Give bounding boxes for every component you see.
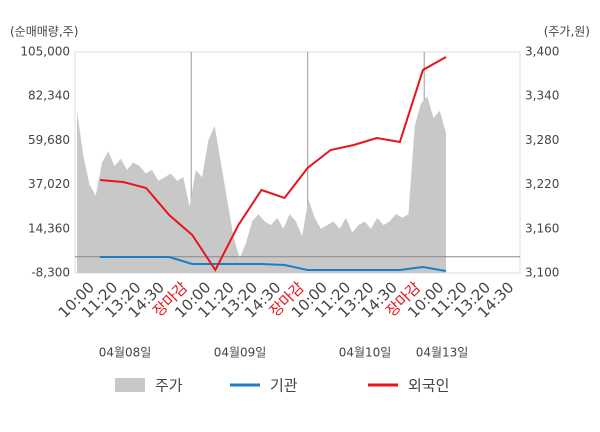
y-tick-label: 82,340 bbox=[28, 89, 70, 103]
y2-tick-label: 3,340 bbox=[525, 89, 559, 103]
y2-tick-label: 3,280 bbox=[525, 133, 559, 147]
legend-swatch bbox=[115, 378, 145, 392]
date-label: 04월09일 bbox=[214, 346, 267, 360]
y-tick-label: 59,680 bbox=[28, 133, 70, 147]
legend-label: 기관 bbox=[270, 377, 298, 395]
y-tick-label: -8,300 bbox=[31, 266, 70, 280]
y-tick-label: 14,360 bbox=[28, 221, 70, 235]
y2-tick-label: 3,100 bbox=[525, 266, 559, 280]
series-line bbox=[100, 256, 447, 272]
y-tick-label: 37,020 bbox=[28, 177, 70, 191]
y2-tick-label: 3,400 bbox=[525, 45, 559, 59]
y2-tick-label: 3,160 bbox=[525, 221, 559, 235]
series-line bbox=[99, 56, 447, 272]
legend-label: 주가 bbox=[155, 377, 183, 395]
y2-tick-label: 3,220 bbox=[525, 177, 559, 191]
date-label: 04월10일 bbox=[339, 346, 392, 360]
date-label: 04월08일 bbox=[99, 346, 152, 360]
date-label: 04월13일 bbox=[416, 346, 469, 360]
legend-label: 외국인 bbox=[408, 377, 449, 395]
y2-axis-label: (주가,원) bbox=[544, 25, 590, 39]
price-area bbox=[77, 96, 446, 273]
y-tick-label: 105,000 bbox=[20, 45, 70, 59]
y-axis-label: (순매매량,주) bbox=[10, 25, 78, 39]
